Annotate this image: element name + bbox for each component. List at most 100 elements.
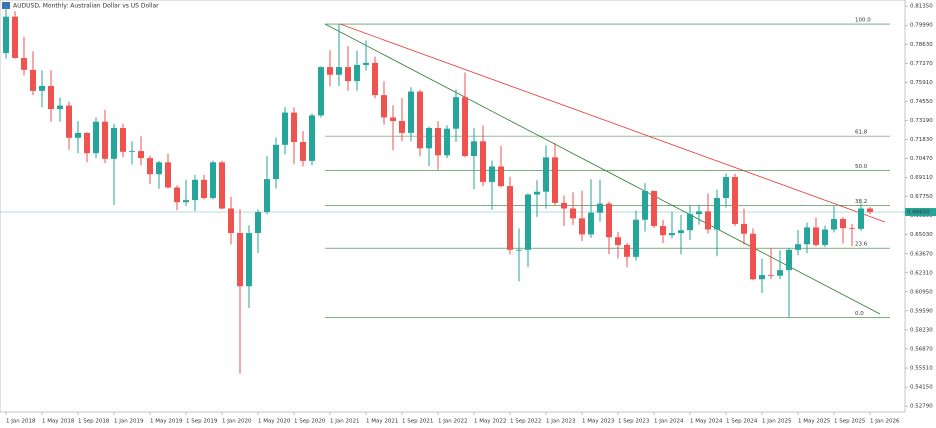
y-tick-label: 0.79990 bbox=[910, 23, 933, 29]
candle-body bbox=[786, 249, 792, 271]
y-tick-label: 0.66390 bbox=[910, 213, 933, 219]
candle-body bbox=[255, 212, 261, 234]
candle-body bbox=[318, 67, 324, 116]
candle-body bbox=[75, 132, 81, 138]
candle-body bbox=[327, 67, 333, 75]
y-tick-label: 0.59590 bbox=[910, 308, 933, 314]
y-tick-label: 0.74550 bbox=[910, 99, 933, 105]
candle-body bbox=[435, 127, 441, 156]
candle-body bbox=[129, 151, 135, 152]
candle-body bbox=[219, 162, 225, 209]
candle-body bbox=[714, 198, 720, 230]
y-tick-label: 0.69110 bbox=[910, 175, 933, 181]
x-tick-label: 1 Sep 2019 bbox=[186, 419, 218, 425]
candle-body bbox=[246, 233, 252, 287]
fib-label: 23.6 bbox=[855, 242, 868, 248]
y-tick-label: 0.77270 bbox=[910, 61, 933, 67]
candle-body bbox=[300, 142, 306, 161]
candle-body bbox=[138, 151, 144, 159]
x-tick-label: 1 Sep 2020 bbox=[294, 419, 326, 425]
candle-body bbox=[624, 244, 630, 257]
candle-body bbox=[309, 115, 315, 161]
symbol-icon bbox=[2, 2, 10, 9]
candle-body bbox=[183, 200, 189, 203]
candle-body bbox=[678, 230, 684, 234]
candle-body bbox=[66, 105, 72, 138]
candle-body bbox=[57, 105, 63, 110]
candle-body bbox=[48, 85, 54, 110]
candle-body bbox=[813, 227, 819, 245]
plot-area bbox=[0, 0, 906, 413]
candle-body bbox=[858, 208, 864, 229]
candle-body bbox=[120, 127, 126, 152]
x-tick-label: 1 Jan 2025 bbox=[762, 419, 792, 425]
price-badge bbox=[905, 208, 936, 217]
candle-body bbox=[390, 117, 396, 121]
x-tick-label: 1 Sep 2021 bbox=[402, 419, 433, 425]
candle-body bbox=[426, 127, 432, 149]
candle-body bbox=[192, 179, 198, 201]
candle-body bbox=[165, 162, 171, 188]
candle-body bbox=[543, 157, 549, 192]
candle-body bbox=[606, 203, 612, 238]
candle-body bbox=[597, 203, 603, 213]
trend-line bbox=[339, 23, 886, 223]
fib-label: 100.0 bbox=[855, 18, 871, 24]
candle-body bbox=[741, 223, 747, 234]
candle-body bbox=[174, 187, 180, 203]
candle-body bbox=[831, 219, 837, 230]
candle-body bbox=[705, 211, 711, 230]
x-tick-label: 1 Jan 2023 bbox=[546, 419, 576, 425]
x-tick-label: 1 Jan 2021 bbox=[330, 419, 359, 425]
candle-body bbox=[354, 64, 360, 82]
candle-body bbox=[669, 233, 675, 236]
candle-body bbox=[345, 67, 351, 82]
x-tick-label: 1 Jan 2019 bbox=[114, 419, 144, 425]
x-tick-label: 1 May 2021 bbox=[366, 419, 398, 425]
candle-body bbox=[723, 177, 729, 199]
x-tick-label: 1 May 2025 bbox=[798, 419, 831, 425]
candle-body bbox=[282, 112, 288, 145]
x-tick-label: 1 May 2018 bbox=[42, 419, 75, 425]
candle-body bbox=[498, 166, 504, 187]
candle-body bbox=[660, 226, 666, 236]
candle-body bbox=[867, 208, 873, 213]
x-tick-label: 1 May 2019 bbox=[150, 419, 183, 425]
x-tick-label: 1 May 2023 bbox=[582, 419, 615, 425]
candle-body bbox=[534, 191, 540, 195]
candle-body bbox=[750, 233, 756, 280]
candle-body bbox=[849, 228, 855, 229]
candle-body bbox=[507, 186, 513, 250]
y-tick-label: 0.75910 bbox=[910, 80, 933, 86]
x-tick-label: 1 Sep 2023 bbox=[618, 419, 650, 425]
candle-body bbox=[417, 91, 423, 149]
candle-body bbox=[642, 191, 648, 220]
candle-body bbox=[228, 208, 234, 234]
x-tick-label: 1 Sep 2018 bbox=[78, 419, 110, 425]
x-tick-label: 1 May 2020 bbox=[258, 419, 291, 425]
candle-body bbox=[687, 214, 693, 231]
y-tick-label: 0.56870 bbox=[910, 346, 933, 352]
price-label: 0.66650 bbox=[907, 210, 930, 216]
candle-body bbox=[372, 62, 378, 96]
chart-title: AUDUSD, Monthly: Australian Dollar vs US… bbox=[13, 3, 159, 10]
x-tick-label: 1 Jan 2020 bbox=[222, 419, 252, 425]
candle-body bbox=[156, 162, 162, 175]
candle-body bbox=[840, 219, 846, 229]
y-tick-label: 0.58230 bbox=[910, 327, 933, 333]
fib-label: 61.8 bbox=[855, 130, 868, 136]
candle-body bbox=[201, 179, 207, 199]
fib-label: 50.0 bbox=[855, 164, 868, 170]
y-tick-label: 0.67750 bbox=[910, 194, 933, 200]
candle-body bbox=[489, 166, 495, 182]
candle-body bbox=[822, 229, 828, 245]
candle-body bbox=[759, 275, 765, 280]
y-tick-label: 0.78630 bbox=[910, 42, 933, 48]
candle-body bbox=[3, 16, 9, 54]
candle-body bbox=[804, 227, 810, 245]
candle-body bbox=[579, 218, 585, 235]
y-tick-label: 0.73190 bbox=[910, 118, 933, 124]
candle-body bbox=[291, 112, 297, 143]
